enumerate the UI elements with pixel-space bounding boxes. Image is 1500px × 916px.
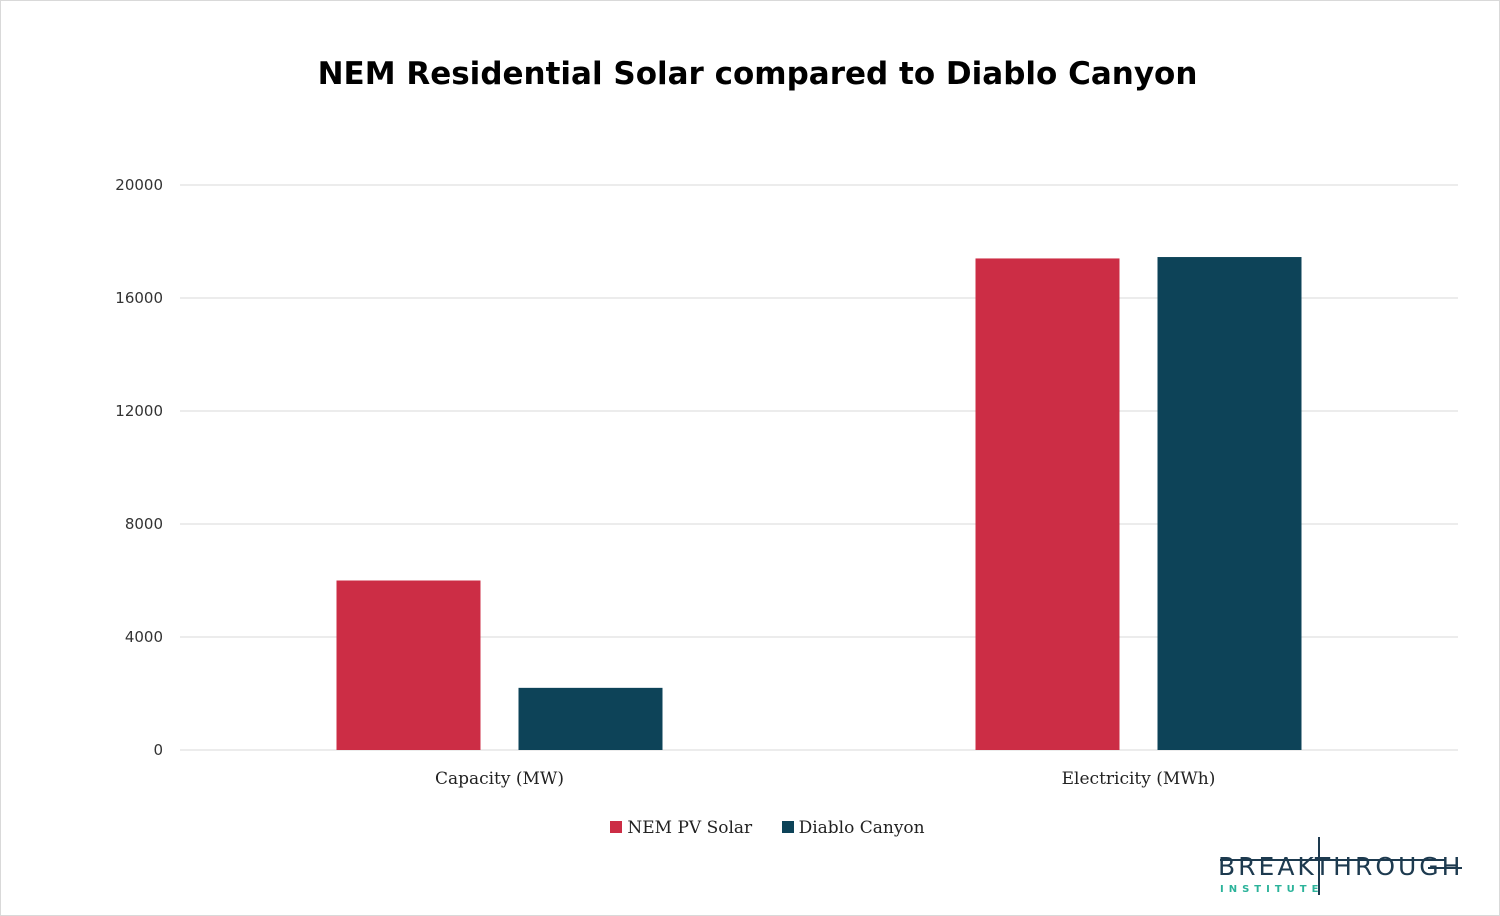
bar-diablo-canyon bbox=[1157, 257, 1302, 750]
y-tick-label: 4000 bbox=[125, 628, 163, 646]
legend-label: NEM PV Solar bbox=[627, 818, 753, 838]
legend-item-diablo: Diablo Canyon bbox=[781, 818, 925, 838]
legend-swatch bbox=[781, 821, 794, 833]
y-tick-label: 0 bbox=[153, 741, 163, 759]
logo-line bbox=[1220, 859, 1446, 861]
y-tick-label: 8000 bbox=[125, 515, 163, 533]
y-tick-label: 12000 bbox=[115, 402, 163, 420]
legend-item-nem: NEM PV Solar bbox=[610, 818, 752, 838]
bar-nem-pv-solar bbox=[336, 580, 481, 750]
y-tick-label: 20000 bbox=[115, 176, 163, 194]
legend-swatch bbox=[610, 821, 623, 833]
logo-line bbox=[1318, 837, 1320, 895]
y-tick-label: 16000 bbox=[115, 289, 163, 307]
legend: NEM PV Solar Diablo Canyon bbox=[0, 818, 1500, 838]
logo-sub: INSTITUTE bbox=[1220, 884, 1324, 895]
chart-title: NEM Residential Solar compared to Diablo… bbox=[317, 56, 1198, 92]
x-category-label: Capacity (MW) bbox=[435, 769, 564, 789]
x-category-label: Electricity (MWh) bbox=[1062, 769, 1216, 789]
legend-label: Diablo Canyon bbox=[798, 818, 925, 838]
breakthrough-logo: BREAKTHROUGH INSTITUTE bbox=[1218, 835, 1463, 895]
bar-diablo-canyon bbox=[518, 687, 663, 750]
bar-nem-pv-solar bbox=[975, 258, 1120, 750]
logo-line bbox=[1428, 867, 1462, 869]
logo-word: BREAKTHROUGH bbox=[1218, 852, 1464, 881]
